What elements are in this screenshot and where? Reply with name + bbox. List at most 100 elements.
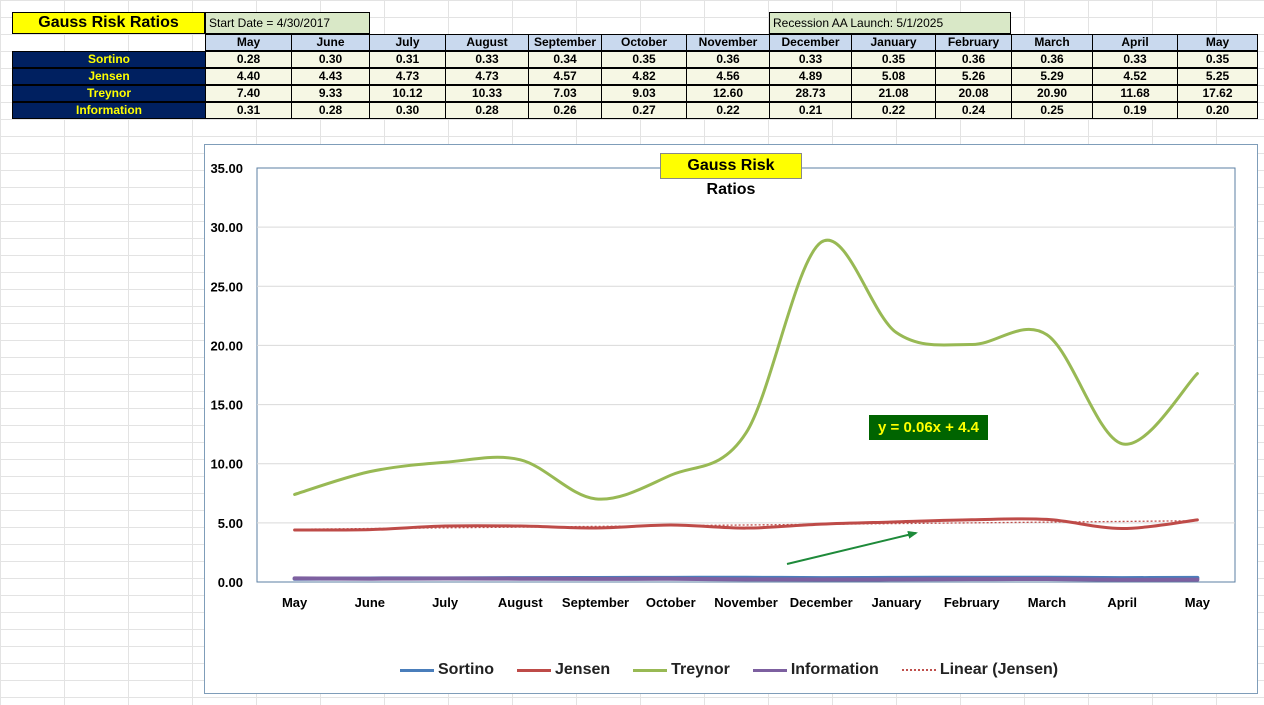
value-cell[interactable]: 20.90: [1011, 85, 1093, 102]
value-cell[interactable]: 4.73: [369, 68, 446, 85]
value-cell[interactable]: 4.40: [205, 68, 292, 85]
value-cell[interactable]: 0.33: [769, 51, 852, 68]
value-cell[interactable]: 5.29: [1011, 68, 1093, 85]
value-cell[interactable]: 9.03: [601, 85, 687, 102]
month-header-cell[interactable]: May: [205, 34, 292, 51]
x-tick-label: November: [714, 595, 778, 610]
value-cell[interactable]: 4.43: [291, 68, 370, 85]
chart-legend[interactable]: Sortino Jensen Treynor Information Linear (J…: [400, 659, 1081, 681]
month-header-cell[interactable]: February: [935, 34, 1012, 51]
x-tick-label: March: [1028, 595, 1066, 610]
month-header-cell[interactable]: November: [686, 34, 770, 51]
month-header-cell[interactable]: September: [528, 34, 602, 51]
value-cell[interactable]: 7.03: [528, 85, 602, 102]
value-cell[interactable]: 20.08: [935, 85, 1012, 102]
data-point: [1045, 518, 1049, 521]
value-cell[interactable]: 0.28: [291, 102, 370, 119]
x-tick-label: July: [432, 595, 459, 610]
start-date-cell[interactable]: Start Date = 4/30/2017: [205, 12, 370, 34]
value-cell[interactable]: 4.57: [528, 68, 602, 85]
legend-item[interactable]: Sortino: [400, 661, 494, 679]
month-header-cell[interactable]: July: [369, 34, 446, 51]
value-cell[interactable]: 4.89: [769, 68, 852, 85]
x-tick-label: May: [1185, 595, 1211, 610]
data-point: [443, 577, 447, 580]
legend-label: Jensen: [555, 661, 611, 678]
chart-title[interactable]: Gauss Risk Ratios: [660, 153, 802, 198]
value-cell[interactable]: 5.08: [851, 68, 936, 85]
y-tick-label: 20.00: [210, 338, 243, 353]
value-cell[interactable]: 12.60: [686, 85, 770, 102]
value-cell[interactable]: 7.40: [205, 85, 292, 102]
data-point: [970, 577, 973, 581]
value-cell[interactable]: 11.68: [1092, 85, 1178, 102]
trendline-equation-label[interactable]: y = 0.06x + 4.4: [869, 415, 988, 440]
month-header-cell[interactable]: March: [1011, 34, 1093, 51]
value-cell[interactable]: 0.33: [1092, 51, 1178, 68]
legend-item[interactable]: Treynor: [633, 661, 730, 679]
value-cell[interactable]: 4.73: [445, 68, 529, 85]
trend-arrow-annotation: [786, 530, 918, 565]
value-cell[interactable]: 0.27: [601, 102, 687, 119]
value-cell[interactable]: 17.62: [1177, 85, 1258, 102]
value-cell[interactable]: 5.26: [935, 68, 1012, 85]
data-point: [820, 240, 823, 244]
value-cell[interactable]: 0.35: [851, 51, 936, 68]
value-cell[interactable]: 10.33: [445, 85, 529, 102]
legend-item[interactable]: Linear (Jensen): [901, 661, 1058, 679]
value-cell[interactable]: 0.31: [369, 51, 446, 68]
sheet-title-cell[interactable]: Gauss Risk Ratios: [12, 12, 205, 34]
value-cell[interactable]: 0.20: [1177, 102, 1258, 119]
value-cell[interactable]: 0.35: [1177, 51, 1258, 68]
value-cell[interactable]: 28.73: [769, 85, 852, 102]
value-cell[interactable]: 10.12: [369, 85, 446, 102]
value-cell[interactable]: 0.19: [1092, 102, 1178, 119]
row-label-treynor[interactable]: Treynor: [12, 85, 206, 102]
value-cell[interactable]: 4.82: [601, 68, 687, 85]
month-header-cell[interactable]: May: [1177, 34, 1258, 51]
month-header-cell[interactable]: December: [769, 34, 852, 51]
data-point: [669, 473, 672, 477]
value-cell[interactable]: 0.35: [601, 51, 687, 68]
value-cell[interactable]: 0.36: [1011, 51, 1093, 68]
x-tick-label: October: [646, 595, 696, 610]
value-cell[interactable]: 4.56: [686, 68, 770, 85]
data-point: [368, 470, 372, 473]
data-point: [744, 578, 748, 581]
value-cell[interactable]: 0.33: [445, 51, 529, 68]
trendline-jensen: [294, 520, 1198, 530]
value-cell[interactable]: 0.30: [291, 51, 370, 68]
value-cell[interactable]: 0.21: [769, 102, 852, 119]
value-cell[interactable]: 0.28: [445, 102, 529, 119]
value-cell[interactable]: 21.08: [851, 85, 936, 102]
recession-launch-cell[interactable]: Recession AA Launch: 5/1/2025: [769, 12, 1011, 34]
month-header-cell[interactable]: June: [291, 34, 370, 51]
month-header-cell[interactable]: January: [851, 34, 936, 51]
data-point: [669, 523, 672, 527]
value-cell[interactable]: 4.52: [1092, 68, 1178, 85]
row-label-sortino[interactable]: Sortino: [12, 51, 206, 68]
value-cell[interactable]: 0.30: [369, 102, 446, 119]
data-point: [744, 526, 748, 530]
legend-item[interactable]: Jensen: [517, 661, 610, 679]
data-point: [594, 526, 597, 530]
month-header-cell[interactable]: October: [601, 34, 687, 51]
value-cell[interactable]: 5.25: [1177, 68, 1258, 85]
y-tick-label: 35.00: [210, 161, 243, 176]
x-tick-label: February: [944, 595, 1000, 610]
value-cell[interactable]: 0.34: [528, 51, 602, 68]
legend-swatch: [901, 669, 936, 671]
data-point: [1196, 518, 1199, 522]
legend-label: Sortino: [438, 661, 494, 678]
chart-frame[interactable]: [204, 144, 1258, 694]
month-header-cell[interactable]: April: [1092, 34, 1178, 51]
y-tick-label: 0.00: [218, 575, 243, 590]
legend-label: Information: [790, 661, 879, 678]
plot-area: [256, 167, 1236, 583]
value-cell[interactable]: 0.25: [1011, 102, 1093, 119]
value-cell[interactable]: 0.22: [851, 102, 936, 119]
value-cell[interactable]: 0.28: [205, 51, 292, 68]
legend-item[interactable]: Information: [752, 661, 879, 679]
data-point: [594, 497, 597, 501]
legend-label: Treynor: [671, 661, 730, 678]
